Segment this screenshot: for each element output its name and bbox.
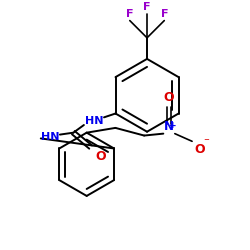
Text: +: + <box>169 120 177 130</box>
Text: O: O <box>96 150 106 163</box>
Text: HN: HN <box>41 132 60 141</box>
Text: O: O <box>164 91 174 104</box>
Text: F: F <box>126 9 134 19</box>
Text: F: F <box>143 2 151 12</box>
Text: N: N <box>164 120 174 133</box>
Text: O: O <box>194 143 204 156</box>
Text: ⁻: ⁻ <box>204 137 210 147</box>
Text: HN: HN <box>85 116 104 126</box>
Text: F: F <box>162 9 169 19</box>
